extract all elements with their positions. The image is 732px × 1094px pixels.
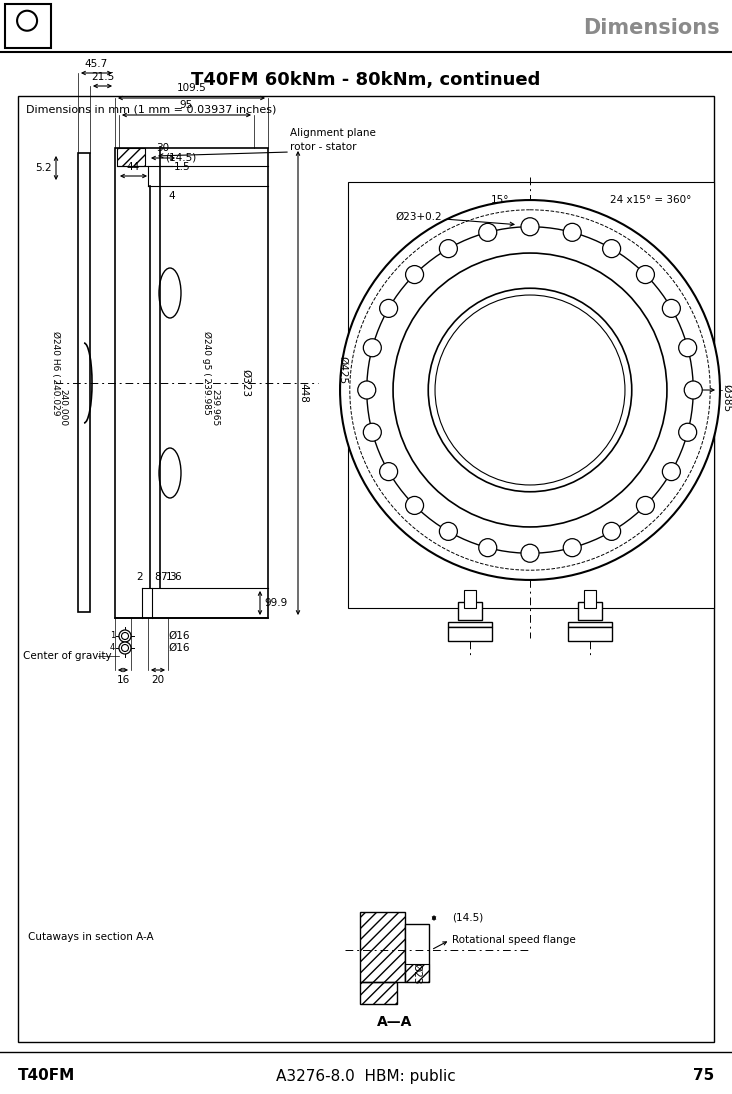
Text: Ø425: Ø425 [338, 356, 348, 384]
Bar [360, 982, 397, 1004]
Bar [464, 590, 476, 608]
Circle shape [521, 218, 539, 236]
Text: 75: 75 [692, 1069, 714, 1083]
Bar [568, 627, 612, 641]
Circle shape [479, 538, 497, 557]
Bar [115, 148, 268, 618]
Circle shape [439, 240, 458, 257]
Text: 24 x15° = 360°: 24 x15° = 360° [610, 195, 692, 205]
Circle shape [119, 630, 131, 642]
Bar [360, 912, 405, 982]
Bar [458, 602, 482, 620]
Text: HBM: HBM [15, 35, 40, 45]
Circle shape [662, 300, 680, 317]
Circle shape [428, 288, 632, 492]
Bar [405, 964, 429, 982]
Text: Ø323: Ø323 [241, 369, 251, 397]
Bar [578, 602, 602, 620]
Text: 239.965: 239.965 [211, 389, 220, 427]
Bar [405, 924, 429, 982]
Circle shape [636, 497, 654, 514]
Circle shape [602, 240, 621, 257]
Text: 99.9: 99.9 [264, 598, 287, 608]
Circle shape [380, 463, 397, 480]
Circle shape [393, 253, 667, 527]
Circle shape [340, 200, 720, 580]
Text: 16: 16 [116, 675, 130, 685]
Text: 20: 20 [152, 675, 165, 685]
Circle shape [358, 381, 376, 399]
Text: Alignment plane: Alignment plane [290, 128, 376, 138]
Text: T40FM: T40FM [18, 1069, 75, 1083]
Text: 5.2: 5.2 [35, 163, 52, 173]
Bar [584, 590, 596, 608]
Circle shape [435, 295, 625, 485]
Circle shape [662, 463, 680, 480]
Text: Center of gravity: Center of gravity [23, 651, 111, 661]
Text: T40FM 60kNm - 80kNm, continued: T40FM 60kNm - 80kNm, continued [191, 71, 541, 89]
Text: Ø240 H6 ( 240.029: Ø240 H6 ( 240.029 [51, 330, 59, 416]
Circle shape [563, 538, 581, 557]
Bar [117, 148, 145, 166]
Circle shape [406, 497, 424, 514]
Text: 4: 4 [110, 643, 115, 652]
Text: 1: 1 [110, 631, 115, 640]
Circle shape [406, 266, 424, 283]
Text: Ø385: Ø385 [722, 384, 732, 412]
Circle shape [479, 223, 497, 242]
Text: (14.5): (14.5) [165, 152, 196, 162]
Circle shape [119, 642, 131, 654]
Circle shape [17, 11, 37, 31]
Text: 15°: 15° [490, 195, 509, 205]
Text: 448: 448 [298, 383, 308, 403]
Text: 4: 4 [168, 191, 175, 201]
Bar [448, 627, 492, 641]
Text: 1.5: 1.5 [174, 162, 190, 172]
Circle shape [679, 423, 697, 441]
Bar [448, 622, 492, 627]
Circle shape [602, 522, 621, 540]
Circle shape [684, 381, 702, 399]
Text: 1.6: 1.6 [165, 572, 182, 582]
Text: A3276-8.0  HBM: public: A3276-8.0 HBM: public [276, 1069, 456, 1083]
Text: 95: 95 [180, 100, 193, 110]
Ellipse shape [159, 449, 181, 498]
Text: Ø16: Ø16 [168, 631, 190, 641]
Text: 2: 2 [137, 572, 143, 582]
Circle shape [679, 339, 697, 357]
Text: A—A: A—A [377, 1015, 412, 1029]
Text: 21.5: 21.5 [91, 72, 114, 82]
Circle shape [363, 423, 381, 441]
Circle shape [380, 300, 397, 317]
Text: 7.3: 7.3 [160, 572, 176, 582]
Text: Ø16: Ø16 [168, 643, 190, 653]
Text: Cutaways in section A-A: Cutaways in section A-A [28, 932, 154, 942]
Bar [18, 96, 714, 1041]
Bar [348, 182, 714, 608]
Text: Rotational speed flange: Rotational speed flange [452, 935, 576, 945]
Circle shape [367, 226, 693, 554]
Circle shape [363, 339, 381, 357]
Bar [78, 153, 90, 612]
Text: 44: 44 [127, 162, 140, 172]
Text: (14.5): (14.5) [452, 913, 483, 923]
Text: rotor - stator: rotor - stator [290, 142, 356, 152]
Text: 8: 8 [154, 572, 161, 582]
Circle shape [439, 522, 458, 540]
Text: Ø23: Ø23 [412, 963, 422, 985]
Ellipse shape [159, 268, 181, 318]
Text: Ø23+0.2: Ø23+0.2 [395, 212, 514, 226]
Text: Dimensions: Dimensions [583, 18, 720, 38]
Circle shape [563, 223, 581, 242]
Text: 45.7: 45.7 [85, 59, 108, 69]
Text: 109.5: 109.5 [176, 83, 206, 93]
Bar [568, 622, 612, 627]
Bar [5, 4, 51, 48]
Text: 30: 30 [157, 143, 170, 153]
Text: Dimensions in mm (1 mm = 0.03937 inches): Dimensions in mm (1 mm = 0.03937 inches) [26, 105, 277, 115]
Text: Ø240 g5 ( 239.985: Ø240 g5 ( 239.985 [203, 331, 212, 415]
Circle shape [636, 266, 654, 283]
Text: 240.000: 240.000 [59, 389, 67, 427]
Circle shape [521, 544, 539, 562]
